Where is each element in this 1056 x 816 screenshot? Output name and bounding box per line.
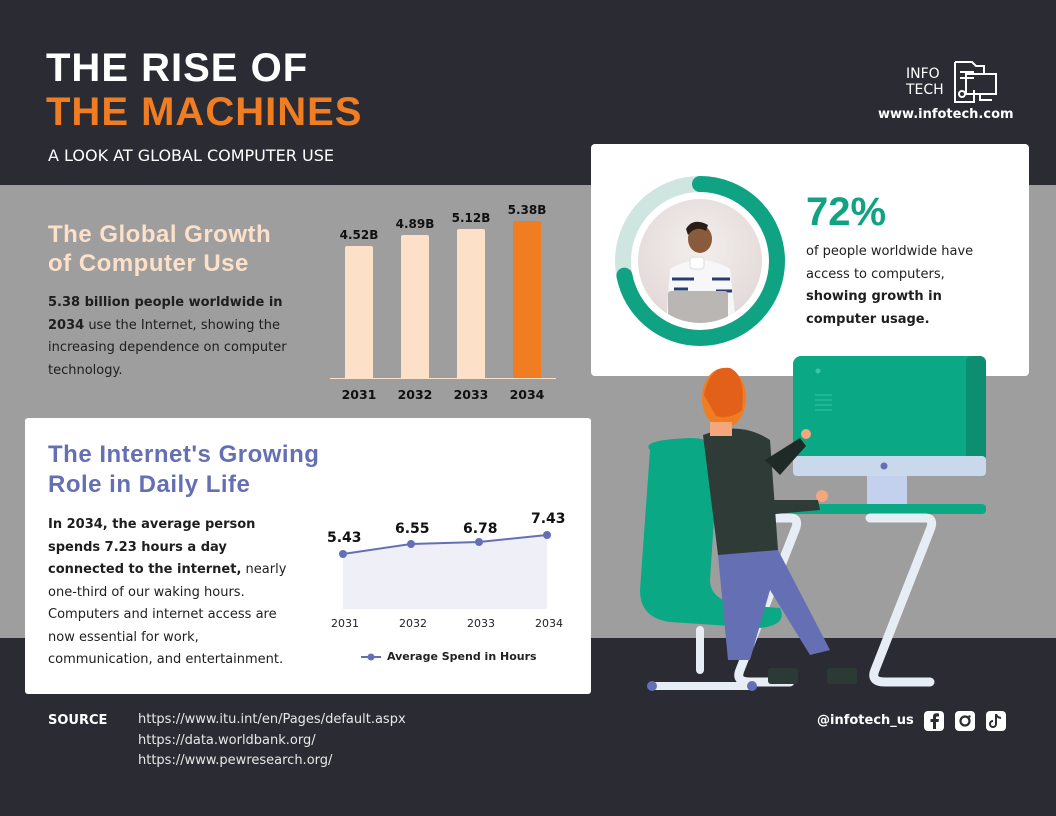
bar-value-label: 5.12B bbox=[451, 211, 491, 225]
access-description-bold: showing growth in computer usage. bbox=[806, 289, 942, 327]
instagram-icon[interactable] bbox=[955, 711, 975, 731]
computer-access-card: 72% of people worldwide have access to c… bbox=[591, 144, 1029, 376]
access-description: of people worldwide have access to compu… bbox=[806, 241, 1006, 331]
point-value-label: 6.78 bbox=[463, 521, 498, 537]
growth-description: 5.38 billion people worldwide in 2034 us… bbox=[48, 292, 298, 382]
internet-description-rest: nearly one-third of our waking hours. Co… bbox=[48, 562, 287, 667]
internet-title-line-1: The Internet's Growing bbox=[48, 441, 320, 468]
bar bbox=[457, 229, 485, 378]
growth-description-bold: 5.38 billion people worldwide in 2034 bbox=[48, 295, 283, 333]
point-value-label: 7.43 bbox=[531, 511, 566, 527]
bar-value-label: 4.89B bbox=[395, 217, 435, 231]
logo-text: INFO TECH bbox=[906, 66, 944, 98]
progress-ring bbox=[615, 176, 785, 346]
source-list: https://www.itu.int/en/Pages/default.asp… bbox=[138, 710, 406, 772]
internet-section-title: The Internet's Growing Role in Daily Lif… bbox=[48, 440, 319, 500]
x-tick-label: 2034 bbox=[535, 617, 563, 630]
x-tick-label: 2034 bbox=[509, 387, 545, 402]
website-link[interactable]: www.infotech.com bbox=[878, 107, 1014, 122]
computer-use-bar-chart: 4.52B 4.89B 5.12B 5.38B 2031 2032 2033 2… bbox=[330, 195, 556, 410]
growth-title-line-1: The Global Growth bbox=[48, 221, 272, 248]
bar-value-label: 5.38B bbox=[507, 203, 547, 217]
title-line-1: THE RISE OF bbox=[46, 46, 309, 90]
bar bbox=[401, 235, 429, 378]
woman-with-laptop-photo bbox=[638, 199, 762, 323]
internet-usage-card: The Internet's Growing Role in Daily Lif… bbox=[25, 418, 591, 694]
x-tick-label: 2033 bbox=[453, 387, 489, 402]
growth-description-rest: use the Internet, showing the increasing… bbox=[48, 317, 287, 378]
hours-area-chart: 5.43 6.55 6.78 7.43 2031 2032 2033 2034 … bbox=[321, 504, 571, 674]
bar-2031: 4.52B bbox=[340, 228, 378, 378]
legend-marker-icon bbox=[361, 653, 381, 660]
internet-description-bold: In 2034, the average person spends 7.23 … bbox=[48, 517, 256, 577]
source-link[interactable]: https://www.pewresearch.org/ bbox=[138, 753, 333, 768]
internet-description: In 2034, the average person spends 7.23 … bbox=[48, 514, 303, 672]
growth-title-line-2: of Computer Use bbox=[48, 250, 249, 277]
source-link[interactable]: https://data.worldbank.org/ bbox=[138, 732, 316, 748]
bar-2033: 5.12B bbox=[452, 211, 490, 378]
point-value-label: 5.43 bbox=[327, 530, 362, 546]
x-tick-label: 2032 bbox=[399, 617, 427, 630]
bar bbox=[513, 221, 541, 378]
x-tick-label: 2032 bbox=[397, 387, 433, 402]
legend-label: Average Spend in Hours bbox=[387, 650, 537, 663]
x-tick-label: 2033 bbox=[467, 617, 495, 630]
internet-title-line-2: Role in Daily Life bbox=[48, 471, 251, 498]
facebook-icon[interactable] bbox=[924, 711, 944, 731]
area-plot bbox=[339, 531, 551, 609]
x-tick-label: 2031 bbox=[341, 387, 377, 402]
logo-line-2: TECH bbox=[906, 82, 944, 98]
social-handle[interactable]: @infotech_us bbox=[817, 713, 914, 728]
x-tick-label: 2031 bbox=[331, 617, 359, 630]
tiktok-icon[interactable] bbox=[986, 711, 1006, 731]
access-percentage: 72% bbox=[806, 190, 887, 234]
growth-section-title: The Global Growth of Computer Use bbox=[48, 220, 271, 278]
source-label: SOURCE bbox=[48, 713, 108, 728]
point-value-label: 6.55 bbox=[395, 521, 430, 537]
access-description-regular: of people worldwide have access to compu… bbox=[806, 244, 974, 282]
computer-icon bbox=[953, 61, 997, 103]
chart-legend: Average Spend in Hours bbox=[361, 650, 537, 663]
source-link[interactable]: https://www.itu.int/en/Pages/default.asp… bbox=[138, 712, 406, 727]
title-line-2: THE MACHINES bbox=[46, 90, 363, 134]
logo-line-1: INFO bbox=[906, 66, 940, 82]
brand-logo: INFO TECH bbox=[906, 60, 998, 104]
bar-value-label: 4.52B bbox=[339, 228, 379, 242]
bar bbox=[345, 246, 373, 378]
bar-2034: 5.38B bbox=[508, 203, 546, 378]
subtitle: A LOOK AT GLOBAL COMPUTER USE bbox=[48, 146, 334, 165]
person-at-computer-illustration bbox=[640, 356, 986, 691]
bar-2032: 4.89B bbox=[396, 217, 434, 378]
x-axis-line bbox=[330, 378, 556, 379]
